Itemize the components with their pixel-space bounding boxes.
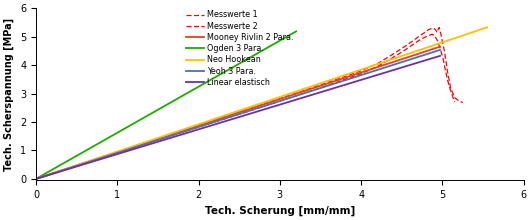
X-axis label: Tech. Scherung [mm/mm]: Tech. Scherung [mm/mm]: [205, 205, 355, 216]
Legend: Messwerte 1, Messwerte 2, Mooney Rivlin 2 Para., Ogden 3 Para., Neo Hookean, Yeo: Messwerte 1, Messwerte 2, Mooney Rivlin …: [186, 11, 294, 87]
Y-axis label: Tech. Scherspannung [MPa]: Tech. Scherspannung [MPa]: [4, 18, 14, 171]
